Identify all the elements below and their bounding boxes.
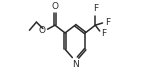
Text: O: O (38, 26, 46, 35)
Text: F: F (101, 29, 106, 38)
Text: O: O (51, 2, 59, 11)
Text: F: F (105, 18, 110, 27)
Text: F: F (93, 4, 98, 13)
Text: N: N (72, 60, 79, 69)
